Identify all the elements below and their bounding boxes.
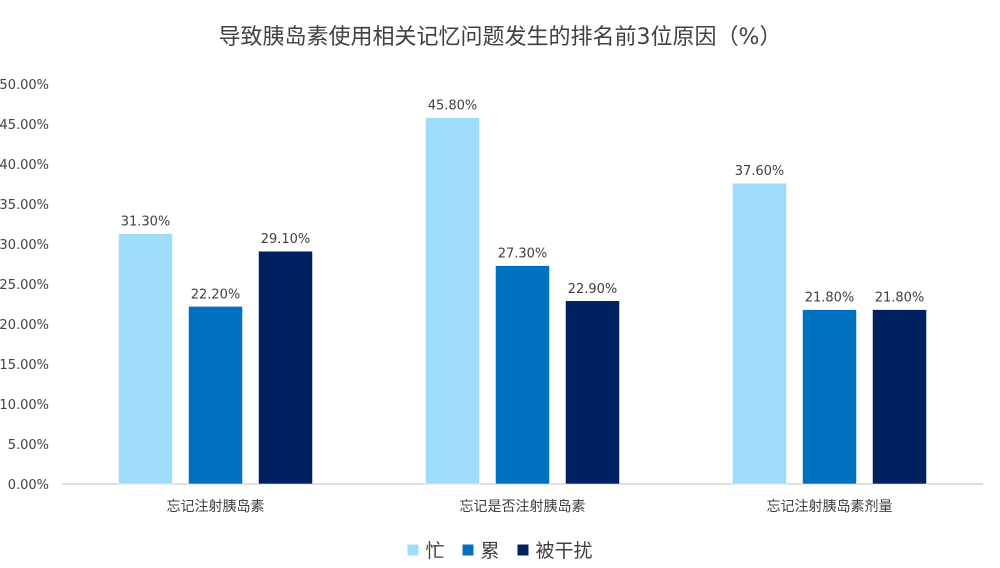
- legend-swatch-2: [462, 544, 474, 556]
- y-tick-label: 5.00%: [8, 438, 49, 453]
- data-label: 22.90%: [568, 282, 618, 297]
- data-label: 29.10%: [261, 232, 311, 247]
- y-tick-label: 25.00%: [0, 278, 49, 293]
- data-label: 22.20%: [191, 287, 241, 302]
- y-tick-label: 50.00%: [0, 78, 49, 93]
- bar-3-1: [258, 250, 313, 485]
- bar-2-2: [495, 265, 550, 485]
- bar-3-2: [565, 300, 620, 485]
- y-tick-label: 40.00%: [0, 158, 49, 173]
- data-label: 45.80%: [428, 99, 478, 114]
- legend-swatch-1: [407, 544, 419, 556]
- x-category-label: 忘记注射胰岛素剂量: [767, 499, 893, 515]
- legend: 忙 累 被干扰: [407, 540, 593, 562]
- y-tick-label: 35.00%: [0, 198, 49, 213]
- legend-label: 被干扰: [536, 540, 593, 562]
- bar-1-2: [425, 117, 480, 485]
- bar-1-3: [732, 182, 787, 485]
- data-label: 21.80%: [805, 291, 855, 306]
- y-tick-label: 30.00%: [0, 238, 49, 253]
- legend-label: 累: [481, 540, 500, 562]
- bar-2-3: [802, 309, 857, 485]
- bar-2-1: [188, 306, 243, 485]
- x-category-label: 忘记是否注射胰岛素: [460, 499, 586, 515]
- y-tick-label: 10.00%: [0, 398, 49, 413]
- bar-3-3: [872, 309, 927, 485]
- bar-1-1: [118, 233, 173, 485]
- data-label: 31.30%: [121, 215, 171, 230]
- x-category-label: 忘记注射胰岛素: [167, 499, 265, 515]
- category-labels: 忘记注射胰岛素 忘记是否注射胰岛素 忘记注射胰岛素剂量: [167, 499, 893, 515]
- data-label: 27.30%: [498, 247, 548, 262]
- data-label: 37.60%: [735, 164, 785, 179]
- y-tick-label: 15.00%: [0, 358, 49, 373]
- data-label: 21.80%: [875, 291, 925, 306]
- y-tick-label: 45.00%: [0, 118, 49, 133]
- legend-label: 忙: [426, 540, 445, 562]
- bars-group: 31.30% 22.20% 29.10% 45.80% 27.30% 22.90% 37.6…: [118, 99, 927, 485]
- chart-title: 导致胰岛素使用相关记忆问题发生的排名前3位原因（%）: [219, 25, 782, 50]
- y-tick-label: 0.00%: [8, 478, 49, 493]
- y-axis: 0.00% 5.00% 10.00% 15.00% 20.00% 25.00% 30.00%…: [0, 78, 49, 493]
- y-tick-label: 20.00%: [0, 318, 49, 333]
- legend-swatch-3: [517, 544, 529, 556]
